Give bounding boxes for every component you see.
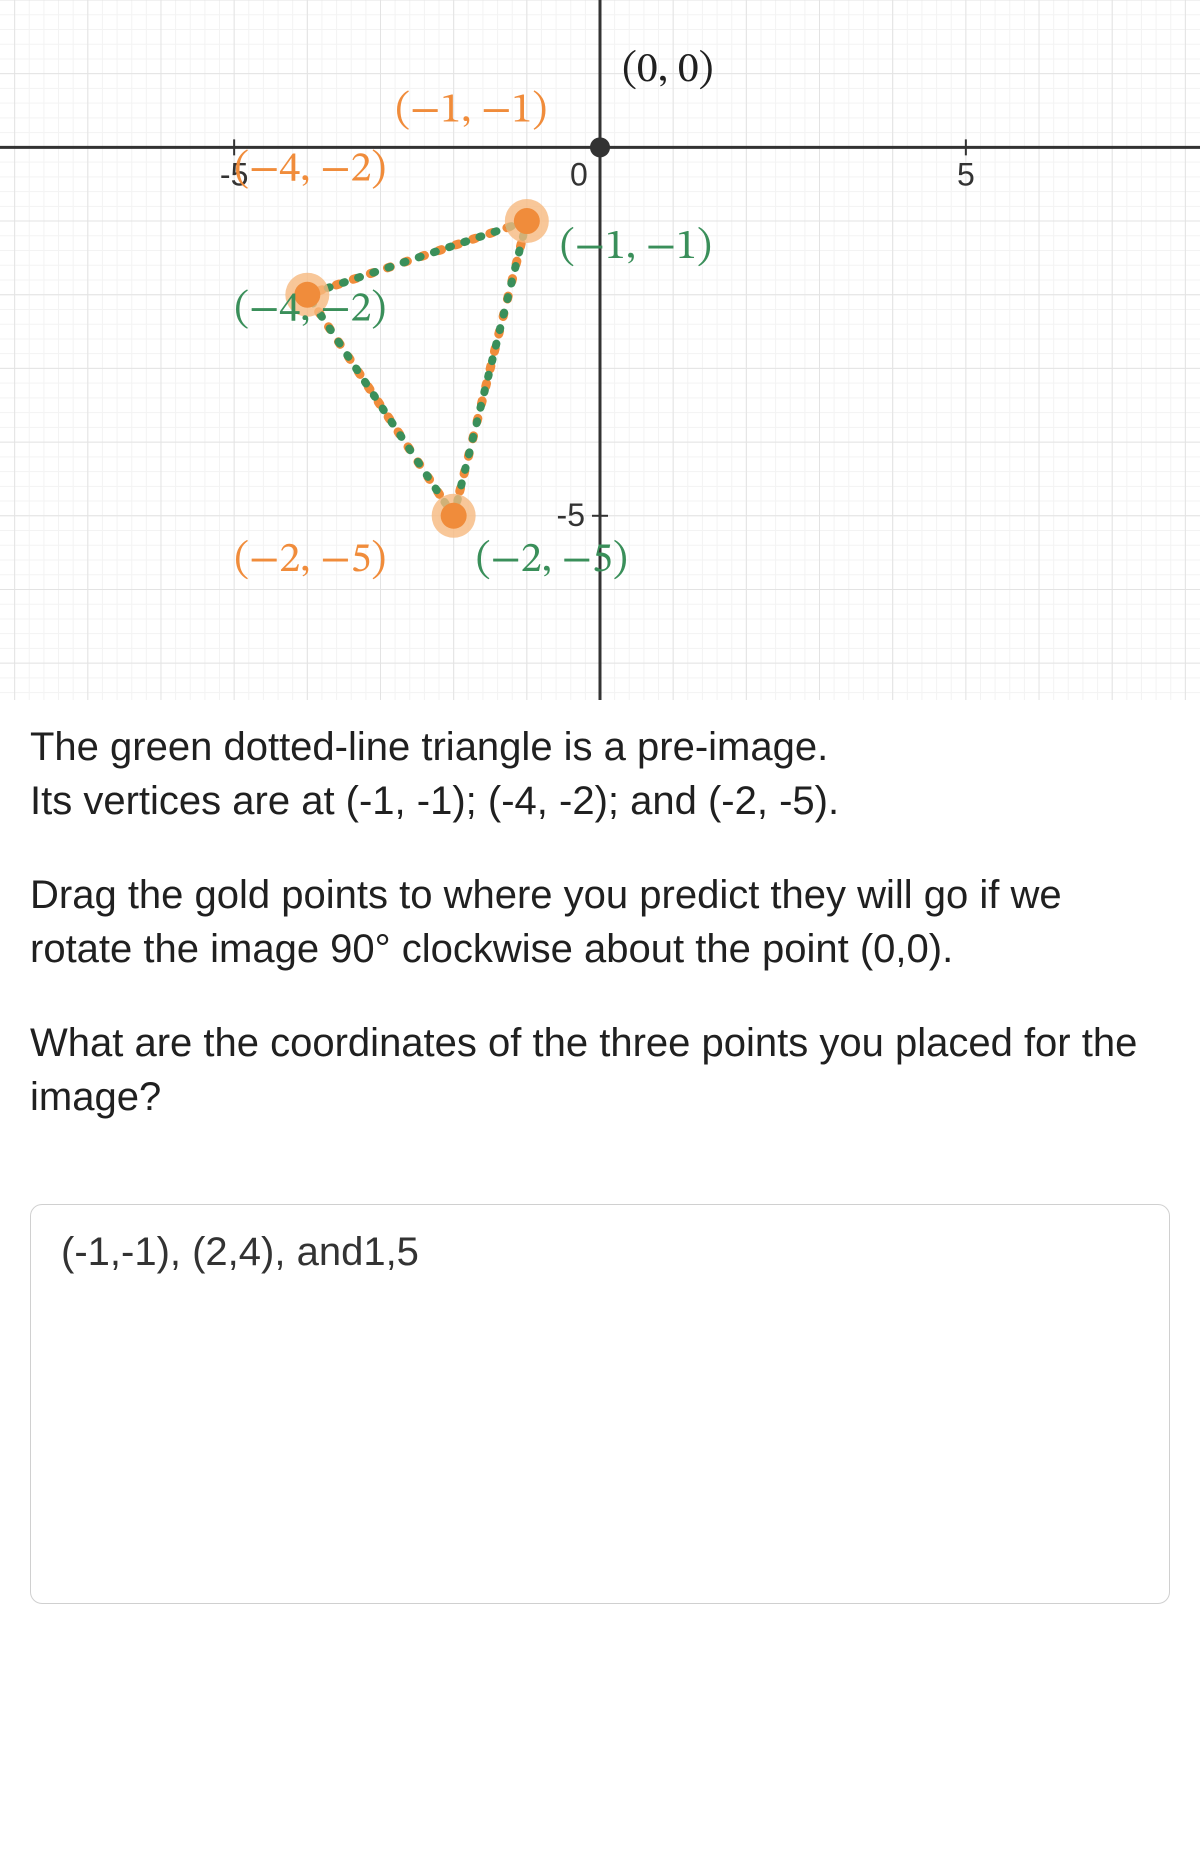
instruction-paragraph-1: The green dotted-line triangle is a pre-… xyxy=(30,720,1170,828)
answer-input[interactable]: (-1,-1), (2,4), and1,5 xyxy=(30,1204,1170,1604)
svg-text:(−1, −1): (−1, −1) xyxy=(560,226,712,268)
graph-svg: -505-5(0, 0)(−1, −1)(−4, −2)(−1, −1)(−4,… xyxy=(0,0,1200,700)
svg-text:(−4, −2): (−4, −2) xyxy=(234,289,386,331)
svg-text:(0, 0): (0, 0) xyxy=(622,49,714,91)
svg-text:(−1, −1): (−1, −1) xyxy=(395,90,547,132)
svg-text:(−2, −5): (−2, −5) xyxy=(476,539,628,581)
instruction-line-1: The green dotted-line triangle is a pre-… xyxy=(30,725,828,769)
coordinate-graph[interactable]: -505-5(0, 0)(−1, −1)(−4, −2)(−1, −1)(−4,… xyxy=(0,0,1200,700)
svg-text:-5: -5 xyxy=(557,497,585,533)
instructions-block: The green dotted-line triangle is a pre-… xyxy=(0,700,1200,1184)
svg-text:(−2, −5): (−2, −5) xyxy=(234,539,386,581)
instruction-paragraph-2: Drag the gold points to where you predic… xyxy=(30,868,1170,976)
svg-text:0: 0 xyxy=(570,156,588,192)
instruction-line-2: Its vertices are at (-1, -1); (-4, -2); … xyxy=(30,779,839,823)
svg-text:5: 5 xyxy=(957,156,975,192)
instruction-paragraph-3: What are the coordinates of the three po… xyxy=(30,1016,1170,1124)
svg-text:(−4, −2): (−4, −2) xyxy=(234,149,386,191)
answer-text: (-1,-1), (2,4), and1,5 xyxy=(61,1230,419,1274)
